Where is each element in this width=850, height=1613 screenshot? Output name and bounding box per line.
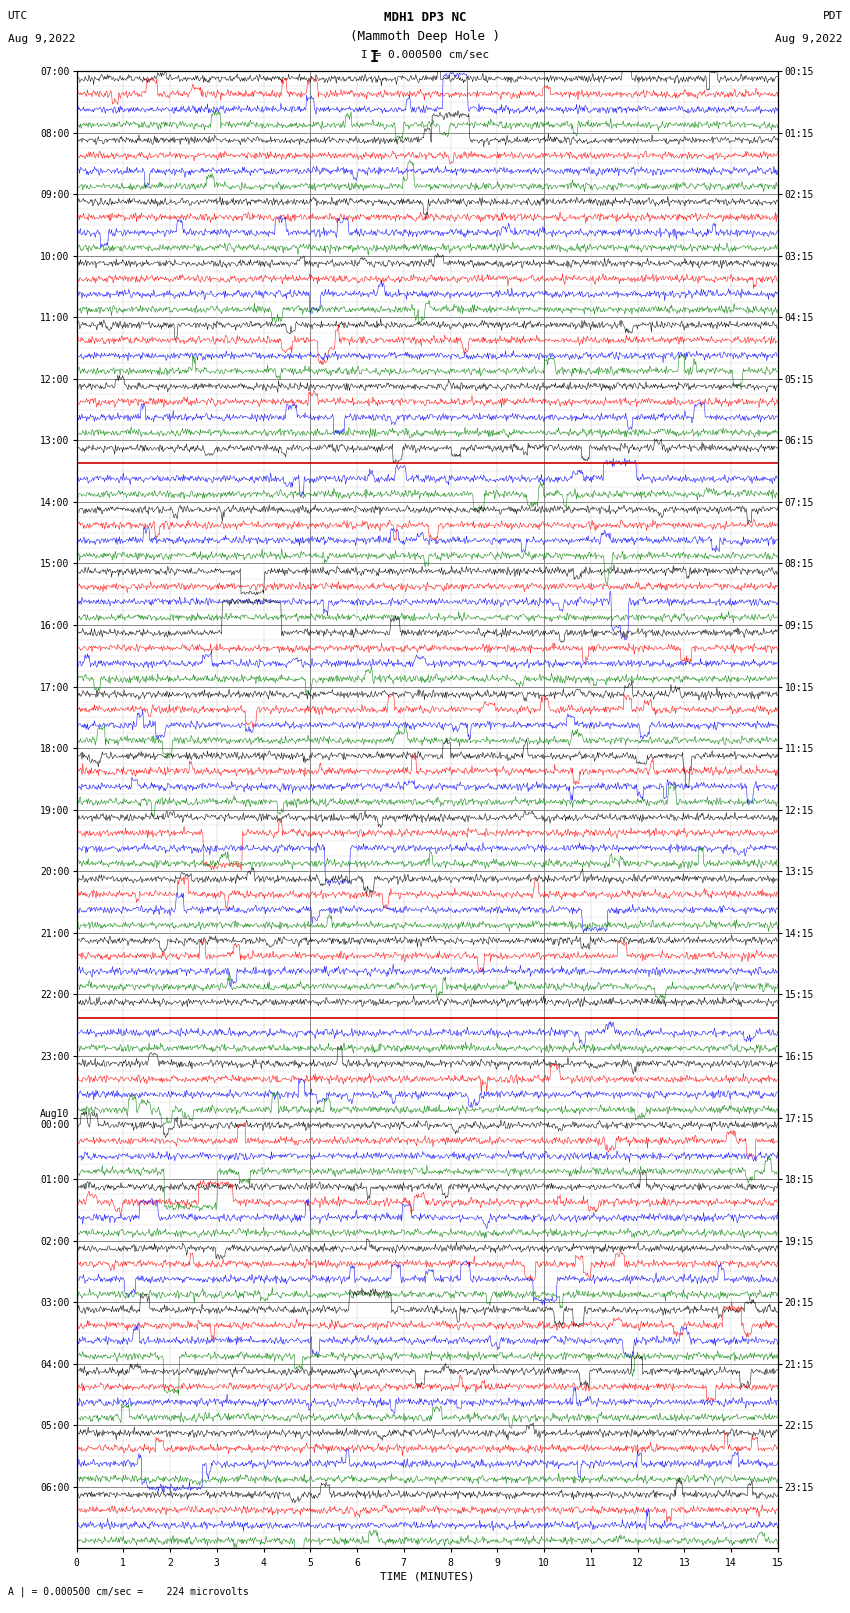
- Text: I: I: [370, 50, 378, 65]
- Text: (Mammoth Deep Hole ): (Mammoth Deep Hole ): [350, 29, 500, 44]
- Text: UTC: UTC: [8, 11, 28, 21]
- Text: Aug 9,2022: Aug 9,2022: [8, 34, 75, 44]
- Text: PDT: PDT: [823, 11, 843, 21]
- Text: MDH1 DP3 NC: MDH1 DP3 NC: [383, 11, 467, 24]
- Text: A | = 0.000500 cm/sec =    224 microvolts: A | = 0.000500 cm/sec = 224 microvolts: [8, 1586, 249, 1597]
- Text: I = 0.000500 cm/sec: I = 0.000500 cm/sec: [361, 50, 489, 60]
- X-axis label: TIME (MINUTES): TIME (MINUTES): [380, 1571, 474, 1582]
- Text: Aug 9,2022: Aug 9,2022: [775, 34, 843, 44]
